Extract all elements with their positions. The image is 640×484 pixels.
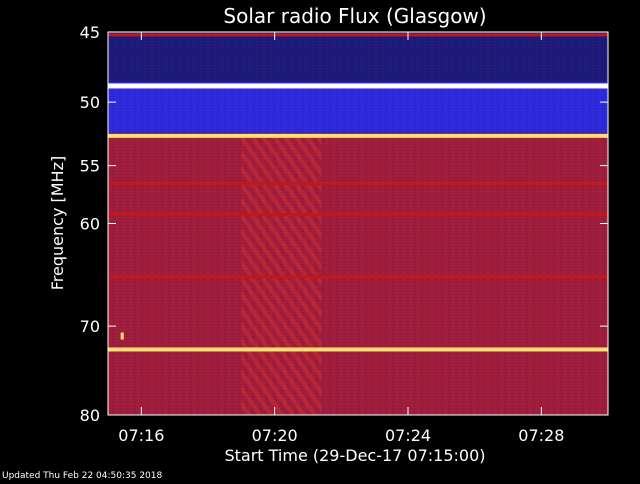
emission-line (108, 275, 608, 279)
band-texture (108, 32, 608, 82)
x-axis-label: Start Time (29-Dec-17 07:15:00) (224, 446, 485, 465)
emission-line (108, 181, 608, 185)
x-tick-label: 07:24 (385, 426, 431, 445)
y-tick-label: 70 (80, 317, 100, 336)
axes: 45 50 55 60 70 80 07:16 07:20 07:24 07:28 (80, 23, 609, 445)
chart-title: Solar radio Flux (Glasgow) (223, 4, 486, 28)
y-tick-label: 80 (80, 406, 100, 425)
updated-footer: Updated Thu Feb 22 04:50:35 2018 (2, 471, 163, 480)
plot-area (108, 32, 608, 415)
y-tick-label: 60 (80, 215, 100, 234)
x-tick-label: 07:20 (252, 426, 298, 445)
emission-line (108, 83, 608, 89)
emission-line (108, 213, 608, 217)
band-texture (108, 133, 608, 415)
radio-burst (241, 133, 322, 415)
emission-line (108, 33, 608, 37)
emission-spot (120, 332, 124, 340)
y-axis-label: Frequency [MHz] (48, 156, 67, 290)
x-tick-label: 07:28 (518, 426, 564, 445)
y-tick-label: 50 (80, 93, 100, 112)
band-texture (108, 81, 608, 134)
x-tick-label: 07:16 (118, 426, 164, 445)
emission-line (108, 347, 608, 352)
y-tick-label: 45 (80, 23, 100, 42)
y-tick-label: 55 (80, 157, 100, 176)
emission-line (108, 133, 608, 138)
